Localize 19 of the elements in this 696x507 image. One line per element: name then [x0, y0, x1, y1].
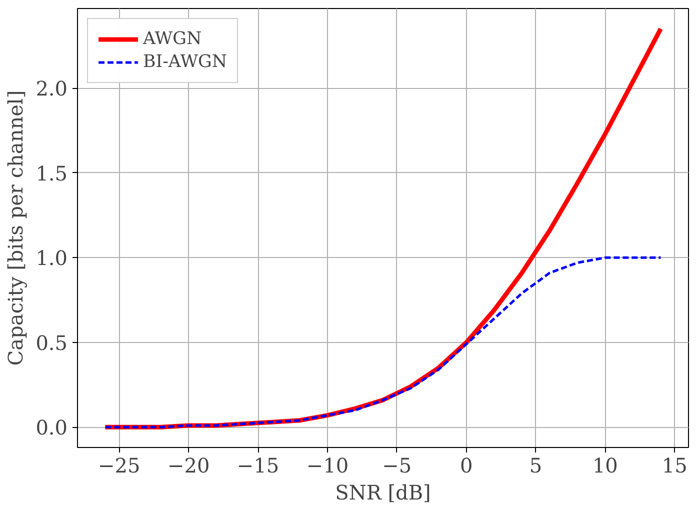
legend-label: AWGN: [143, 29, 202, 49]
x-tick-label: −20: [167, 454, 210, 478]
y-tick-label: 1.0: [36, 246, 68, 270]
y-tick-label: 0.0: [36, 416, 68, 440]
x-tick-label: −10: [306, 454, 349, 478]
x-tick-label: 10: [592, 454, 618, 478]
y-axis-title: Capacity [bits per channel]: [4, 90, 28, 366]
x-tick-label: 0: [460, 454, 473, 478]
x-tick-label: −15: [236, 454, 280, 478]
x-tick-label: −5: [382, 454, 412, 478]
line-series: [104, 256, 662, 428]
y-tick-label: 1.5: [36, 161, 68, 186]
y-tick-label: 0.5: [36, 330, 68, 355]
legend-label: BI-AWGN: [143, 52, 228, 72]
x-tick-label: −25: [98, 454, 140, 478]
x-tick-label: 15: [662, 454, 688, 478]
x-tick-label: 5: [529, 454, 542, 478]
y-tick-label: 2.0: [36, 76, 68, 101]
x-axis-title: SNR [dB]: [335, 480, 431, 504]
